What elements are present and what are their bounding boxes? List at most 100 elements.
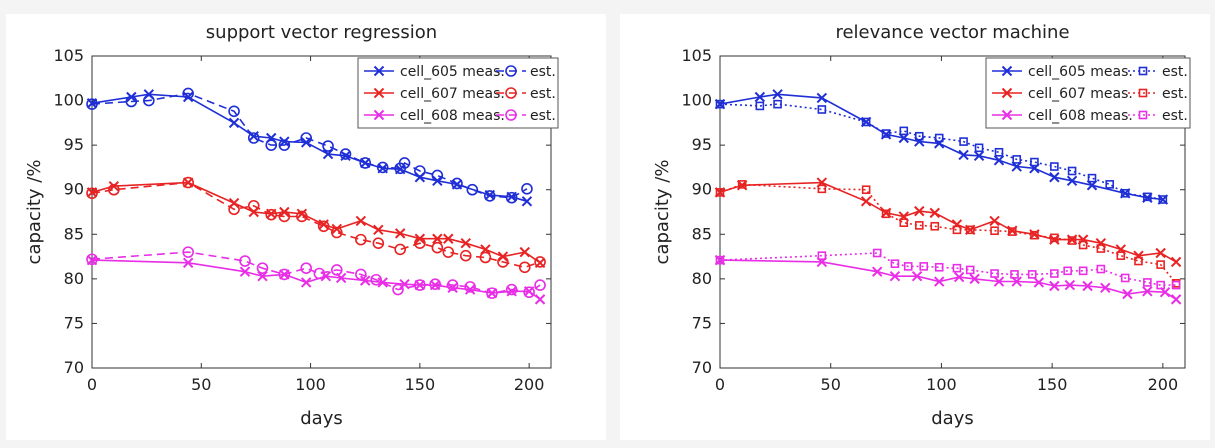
data-point [715,188,725,197]
data-point [239,266,251,277]
legend-label: cell_607 meas. [400,86,505,102]
data-point [265,208,278,221]
data-point [523,286,535,299]
legend-label: cell_608 meas. [1028,108,1133,124]
data-point [479,251,492,264]
x-tick-label: 0 [715,375,725,394]
data-point [330,264,343,276]
data-point [278,210,291,223]
data-point [1100,282,1111,293]
legend-label: est. [1162,108,1188,124]
y-tick-label: 90 [692,180,712,199]
data-point [182,257,194,269]
legend-marker [1001,65,1013,77]
data-point [355,215,367,227]
data-point [534,256,546,268]
data-point [1120,273,1130,283]
data-point [265,139,278,151]
x-axis-label: days [300,408,343,429]
data-point [934,262,944,272]
y-tick-label: 95 [64,135,84,154]
legend-label: cell_605 meas. [400,64,505,80]
series-line [719,103,1164,201]
data-point [1122,288,1133,300]
data-point [1027,270,1037,279]
data-point [459,249,472,262]
data-point [1156,280,1165,290]
x-tick-label: 0 [87,375,97,394]
data-point [256,262,269,274]
x-tick-label: 150 [405,375,436,394]
data-point [443,233,454,244]
data-point [715,255,725,265]
data-point [432,233,443,244]
series-1 [715,99,1168,204]
legend-label: est. [530,108,556,124]
data-point [1096,244,1106,253]
data-point [1171,280,1181,290]
data-point [394,243,406,256]
y-tick-label: 70 [692,358,712,377]
data-point [1030,230,1039,240]
chart-panel-rvm: relevance vector machine 0 50 100 150 200 70 75… [620,14,1210,440]
data-point [108,180,120,192]
y-tick-label: 100 [681,91,712,110]
chart-rvm: relevance vector machine 0 50 100 150 200 70 75… [652,22,1191,429]
data-point [816,92,828,104]
data-point [370,273,382,286]
data-point [521,196,533,207]
data-point [505,191,518,204]
data-point [1007,227,1017,236]
data-point [355,233,367,246]
data-point [429,278,441,291]
y-tick-label: 105 [53,46,84,65]
y-tick-label: 80 [692,269,712,288]
data-point [86,253,98,266]
data-point [355,268,367,281]
data-point [1033,277,1045,288]
data-point [889,270,901,282]
data-point [773,99,782,109]
data-point [247,132,260,144]
y-axis-label: capacity /% [652,160,673,265]
data-point [431,241,444,254]
data-point [300,262,313,274]
data-point [990,226,999,236]
y-tick-label: 85 [692,224,712,243]
data-point [1050,162,1059,171]
data-point [521,183,533,195]
data-point [919,262,929,271]
data-point [339,148,352,160]
data-point [1050,269,1059,278]
data-point [934,276,945,287]
series-line [719,259,1177,301]
chart-svr: support vector regression 0 50 100 150 200 70 7… [24,22,559,429]
y-tick-label: 85 [64,224,84,243]
data-point [715,99,725,109]
data-point [953,271,965,283]
data-point [974,143,984,153]
series-line [91,251,541,294]
data-point [1050,233,1059,243]
data-point [330,226,343,239]
data-point [1158,195,1168,204]
data-point [373,224,384,236]
data-point [737,180,747,189]
data-point [899,126,909,136]
series-line [719,181,1177,263]
data-point [1134,256,1143,266]
data-point [359,157,372,169]
data-point [1142,286,1153,297]
data-point [466,183,479,196]
data-point [414,165,426,177]
data-point [125,95,138,108]
data-point [1066,175,1078,187]
data-point [861,117,871,127]
data-point [360,275,371,286]
legend-label: cell_605 meas. [1028,64,1133,80]
data-point [952,263,962,273]
series-1 [86,87,533,204]
legend-marker [373,65,385,77]
data-point [872,248,882,258]
